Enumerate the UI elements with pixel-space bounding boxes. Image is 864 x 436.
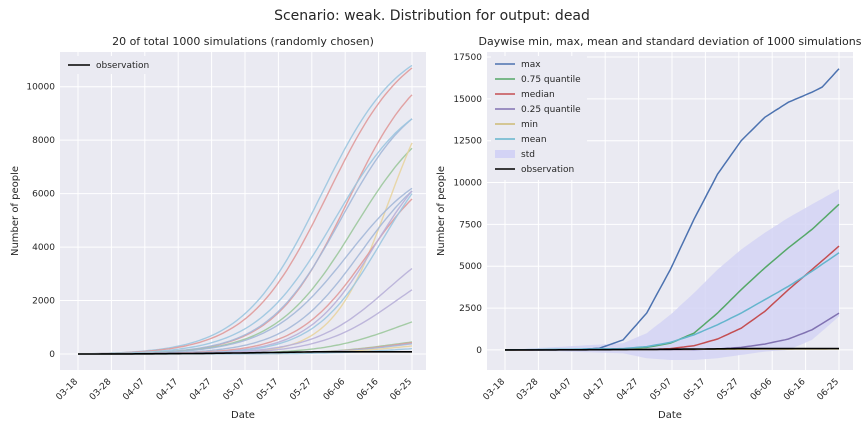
right-x-tick-label: 03-18 — [482, 377, 508, 403]
left-x-tick-label: 04-17 — [155, 377, 181, 403]
left-y-tick-label: 10000 — [26, 83, 55, 93]
right-observation-line — [505, 347, 839, 351]
right-x-tick-label: 04-17 — [582, 377, 608, 403]
legend-label-observation: observation — [521, 165, 574, 175]
right-chart: 03-18 03-28 04-07 04-17 04-27 05-07 05-17 05-27… — [436, 35, 862, 421]
left-x-tick-label: 04-27 — [188, 377, 214, 403]
right-y-tick-label: 17500 — [453, 53, 482, 63]
right-x-tick-label: 03-28 — [515, 377, 541, 403]
left-x-tick-label: 06-16 — [355, 377, 381, 403]
right-y-axis-label: Number of people — [436, 166, 447, 256]
left-x-tick-label: 05-07 — [222, 377, 248, 403]
right-x-tick-label: 06-16 — [782, 377, 808, 403]
right-x-tick-label: 04-27 — [615, 377, 641, 403]
left-chart: 03-18 03-28 04-07 04-17 04-27 05-07 05-17 05-27… — [10, 35, 426, 421]
left-observation-line — [78, 351, 412, 355]
legend-label-0-25-quantile: 0.25 quantile — [521, 105, 581, 115]
left-simulation-lines — [77, 64, 413, 355]
left-chart-title: 20 of total 1000 simulations (randomly c… — [112, 35, 374, 48]
left-plot-area — [60, 52, 426, 370]
right-chart-title: Daywise min, max, mean and standard devi… — [479, 35, 862, 48]
left-y-axis-label: Number of people — [10, 166, 21, 256]
left-x-tick-label: 05-27 — [288, 377, 314, 403]
left-legend-box — [64, 56, 154, 74]
left-y-tick-label: 6000 — [32, 190, 55, 200]
left-x-tick-label: 04-07 — [121, 377, 147, 403]
right-y-tick-label: 12500 — [453, 137, 482, 147]
right-y-tick-label: 5000 — [459, 262, 482, 272]
left-x-tick-label: 05-17 — [255, 377, 281, 403]
left-x-axis-label: Date — [231, 410, 255, 421]
legend-label-std: std — [521, 150, 535, 160]
right-x-axis-label: Date — [658, 410, 682, 421]
right-legend: max 0.75 quantile median 0.25 quantile min me… — [491, 56, 587, 180]
left-y-tick-label: 2000 — [32, 297, 55, 307]
right-x-tick-label: 05-07 — [649, 377, 675, 403]
left-y-tick-label: 4000 — [32, 243, 55, 253]
figure-suptitle: Scenario: weak. Distribution for output:… — [274, 8, 590, 24]
right-x-tick-label: 06-25 — [816, 377, 842, 403]
left-x-tick-label: 06-25 — [389, 377, 415, 403]
left-legend-observation-label: observation — [96, 61, 149, 71]
left-x-tick-label: 03-18 — [55, 377, 81, 403]
left-legend: observation — [64, 56, 154, 74]
left-x-tick-label: 06-06 — [322, 377, 348, 403]
legend-swatch-std — [495, 150, 515, 158]
right-y-tick-label: 10000 — [453, 179, 482, 189]
legend-label-0-75-quantile: 0.75 quantile — [521, 75, 581, 85]
right-y-tick-label: 2500 — [459, 304, 482, 314]
legend-label-median: median — [521, 90, 555, 100]
legend-label-min: min — [521, 120, 538, 130]
left-y-tick-label: 0 — [49, 350, 55, 360]
right-y-tick-label: 0 — [476, 346, 482, 356]
right-x-tick-label: 05-27 — [715, 377, 741, 403]
right-x-tick-label: 06-06 — [749, 377, 775, 403]
right-y-tick-label: 7500 — [459, 220, 482, 230]
right-x-tick-label: 05-17 — [682, 377, 708, 403]
legend-label-max: max — [521, 60, 541, 70]
legend-label-mean: mean — [521, 135, 547, 145]
right-stat-lines — [505, 68, 840, 351]
right-y-tick-label: 15000 — [453, 95, 482, 105]
right-legend-box — [491, 56, 587, 180]
left-x-tick-label: 03-28 — [88, 377, 114, 403]
left-y-tick-label: 8000 — [32, 136, 55, 146]
right-x-tick-label: 04-07 — [548, 377, 574, 403]
